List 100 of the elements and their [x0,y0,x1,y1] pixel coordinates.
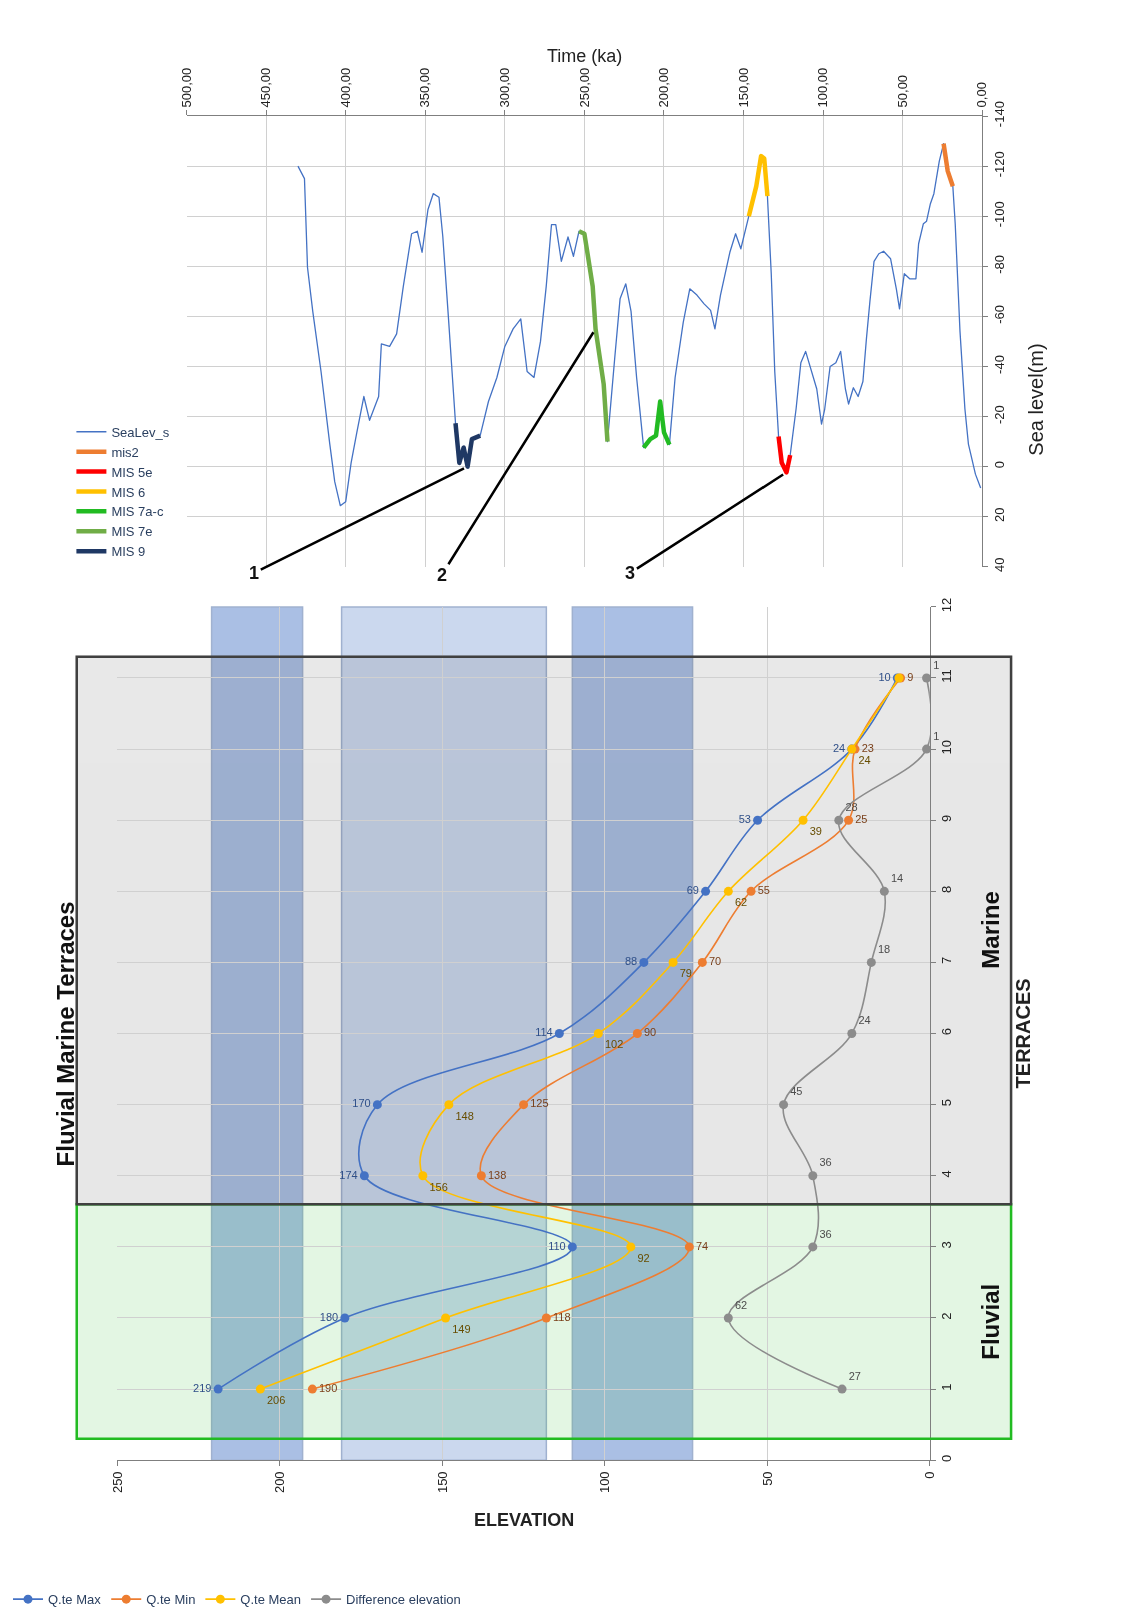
annotation: 3 [625,563,636,583]
data-label: 125 [530,1097,549,1110]
band-label: Fluvial [976,1283,1004,1360]
data-label: 102 [604,1038,624,1051]
data-label: 114 [535,1026,553,1039]
y-axis-title: TERRACES [1012,978,1035,1089]
y-axis-title: Sea level(m) [1024,343,1047,456]
data-label: 174 [339,1168,358,1181]
legend-label: MIS 5e [111,464,153,480]
data-label: 23 [861,741,874,754]
y-tick-label: 5 [939,1099,955,1107]
y-tick-label: -60 [991,305,1007,324]
data-label: 74 [695,1239,709,1252]
legend-label: Difference elevation [346,1592,461,1608]
x-tick-label: 300,00 [497,67,513,108]
y-tick-label: 0 [991,461,1007,469]
annotation: 1 [249,563,260,583]
y-tick-label: 40 [991,557,1007,573]
y-tick-label: 4 [939,1170,955,1178]
x-tick-label: 100 [597,1471,613,1494]
data-label: 88 [624,955,638,968]
y-tick-label: -120 [991,151,1007,178]
data-label: 206 [266,1393,286,1406]
legend-label: Q.te Min [146,1592,196,1608]
data-label: 55 [757,884,770,897]
y-tick-label: 0 [939,1454,955,1462]
line-series [641,399,672,450]
data-label: 9 [907,670,914,683]
data-label: 27 [848,1369,861,1382]
y-tick-label: -80 [991,254,1007,274]
y-tick-label: 3 [939,1241,955,1249]
y-tick-label: 7 [939,956,955,965]
band-label: Marine [976,891,1004,969]
x-tick-label: 400,00 [337,67,353,108]
data-label: 90 [643,1026,657,1039]
data-label: 39 [809,825,822,838]
x-axis-title: ELEVATION [474,1510,575,1530]
data-label: 138 [487,1168,507,1181]
data-label: 36 [819,1227,832,1240]
x-tick-label: 450,00 [258,67,274,108]
x-tick-label: 200,00 [656,67,672,108]
data-label: 148 [455,1109,474,1122]
data-label: 36 [819,1156,832,1169]
x-tick-label: 250,00 [576,67,592,108]
legend-label: SeaLev_s [111,424,170,440]
data-label: 18 [877,943,891,956]
text: Fluvial Marine Terraces [52,901,80,1167]
x-tick-label: 0 [922,1471,938,1479]
y-tick-label: 11 [939,669,955,683]
line-series [453,421,483,469]
data-label: 180 [319,1310,339,1323]
data-label: 190 [318,1381,338,1394]
data-label: 62 [734,1298,748,1311]
data-label: 24 [858,1014,871,1027]
line-series [746,153,770,219]
y-tick-label: -40 [991,355,1007,374]
y-tick-label: 10 [939,739,955,755]
data-label: 79 [679,967,692,980]
y-tick-label: 9 [939,814,955,822]
data-label: 219 [193,1381,212,1394]
y-tick-label: 2 [939,1312,955,1320]
x-tick-label: 0,00 [974,82,990,108]
x-tick-label: 50,00 [894,74,910,108]
legend-label: MIS 7e [111,524,153,540]
legend-label: MIS 9 [111,544,146,560]
data-label: 25 [855,812,868,825]
line-series [576,228,610,444]
x-tick-label: 350,00 [417,67,433,108]
x-tick-label: 100,00 [815,67,831,108]
legend-label: Q.te Max [48,1592,102,1608]
data-label: 45 [790,1085,803,1098]
x-axis-title: Time (ka) [547,46,623,66]
legend-label: Q.te Mean [240,1592,302,1608]
data-label: 24 [832,741,846,754]
data-label: 92 [637,1251,650,1264]
annotation: 2 [437,565,448,585]
legend-label: MIS 7a-c [111,504,164,520]
data-label: 53 [738,812,751,825]
y-tick-label: 20 [991,507,1007,522]
data-label: 149 [452,1322,471,1335]
x-tick-label: 150 [434,1471,450,1494]
data-label: 170 [352,1097,371,1110]
x-tick-label: 250 [109,1471,125,1494]
data-label: 110 [548,1239,566,1252]
x-tick-label: 500,00 [178,67,194,108]
data-label: 14 [890,871,904,884]
y-tick-label: 12 [939,597,955,613]
y-tick-label: 6 [939,1027,955,1036]
legend-label: mis2 [111,444,139,460]
legend-label: MIS 6 [111,484,146,500]
data-label: 10 [878,670,891,683]
x-tick-label: 50 [759,1471,775,1486]
x-tick-label: 200 [272,1471,288,1494]
data-label: 70 [708,955,722,968]
data-label: 69 [686,884,699,897]
data-label: 118 [552,1310,571,1323]
y-tick-label: 8 [939,885,955,893]
y-tick-label: -20 [991,405,1007,424]
y-tick-label: -140 [991,101,1007,128]
y-tick-label: 1 [939,1383,955,1391]
